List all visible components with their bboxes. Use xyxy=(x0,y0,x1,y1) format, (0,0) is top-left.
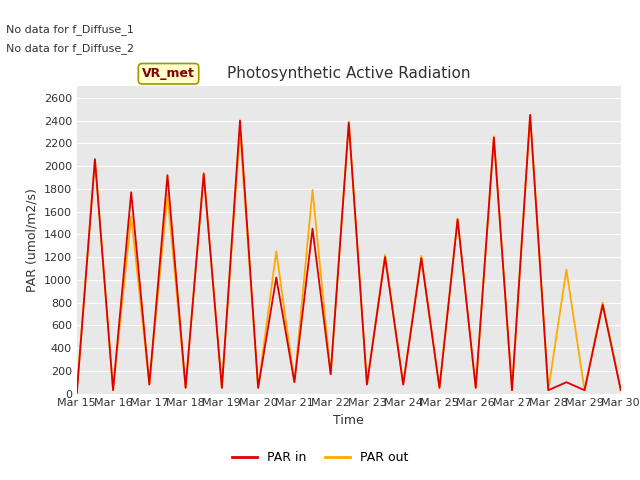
PAR in xyxy=(109,387,117,393)
PAR out xyxy=(508,387,516,393)
PAR out xyxy=(91,156,99,162)
PAR in xyxy=(291,379,298,385)
PAR in xyxy=(182,385,189,391)
PAR out xyxy=(363,382,371,387)
PAR out xyxy=(617,387,625,393)
PAR out xyxy=(381,252,389,258)
PAR out xyxy=(436,385,444,391)
PAR in xyxy=(417,255,425,261)
PAR in xyxy=(580,387,588,393)
PAR in xyxy=(327,372,335,377)
PAR out xyxy=(599,300,607,305)
PAR out xyxy=(563,267,570,273)
PAR out xyxy=(182,385,189,391)
PAR out xyxy=(345,119,353,124)
PAR out xyxy=(273,249,280,254)
PAR in xyxy=(545,387,552,393)
PAR in xyxy=(200,171,207,177)
Line: PAR out: PAR out xyxy=(77,116,621,391)
PAR out xyxy=(454,216,461,221)
PAR out xyxy=(127,213,135,219)
PAR out xyxy=(73,388,81,394)
PAR out xyxy=(417,253,425,259)
PAR out xyxy=(308,187,316,193)
PAR in xyxy=(617,387,625,393)
Y-axis label: PAR (umol/m2/s): PAR (umol/m2/s) xyxy=(25,188,38,292)
Text: No data for f_Diffuse_2: No data for f_Diffuse_2 xyxy=(6,43,134,54)
PAR out xyxy=(580,387,588,393)
PAR in xyxy=(599,302,607,308)
PAR in xyxy=(308,226,316,231)
PAR in xyxy=(399,382,407,387)
X-axis label: Time: Time xyxy=(333,414,364,427)
PAR in xyxy=(236,118,244,123)
PAR out xyxy=(545,387,552,393)
PAR out xyxy=(254,385,262,391)
PAR in xyxy=(164,172,172,178)
PAR out xyxy=(218,385,226,391)
PAR in xyxy=(436,385,444,391)
PAR out xyxy=(526,113,534,119)
PAR in xyxy=(145,382,153,387)
PAR out xyxy=(291,379,298,385)
Title: Photosynthetic Active Radiation: Photosynthetic Active Radiation xyxy=(227,66,470,81)
Line: PAR in: PAR in xyxy=(77,115,621,394)
PAR out xyxy=(164,192,172,197)
PAR out xyxy=(200,170,207,176)
PAR out xyxy=(109,387,117,393)
PAR in xyxy=(490,135,498,141)
PAR in xyxy=(127,189,135,195)
PAR in xyxy=(454,216,461,222)
PAR in xyxy=(91,156,99,162)
PAR in xyxy=(273,275,280,280)
PAR out xyxy=(236,128,244,133)
Legend: PAR in, PAR out: PAR in, PAR out xyxy=(227,446,413,469)
PAR in xyxy=(381,254,389,260)
PAR in xyxy=(218,385,226,391)
PAR in xyxy=(345,120,353,126)
PAR out xyxy=(399,382,407,387)
PAR in xyxy=(526,112,534,118)
PAR in xyxy=(563,379,570,385)
PAR out xyxy=(327,372,335,377)
PAR out xyxy=(472,385,479,391)
Text: VR_met: VR_met xyxy=(142,67,195,80)
PAR in xyxy=(472,385,479,391)
PAR in xyxy=(508,387,516,393)
PAR out xyxy=(490,133,498,139)
PAR in xyxy=(73,391,81,396)
PAR out xyxy=(145,382,153,387)
PAR in xyxy=(254,385,262,391)
Text: No data for f_Diffuse_1: No data for f_Diffuse_1 xyxy=(6,24,134,35)
PAR in xyxy=(363,382,371,387)
